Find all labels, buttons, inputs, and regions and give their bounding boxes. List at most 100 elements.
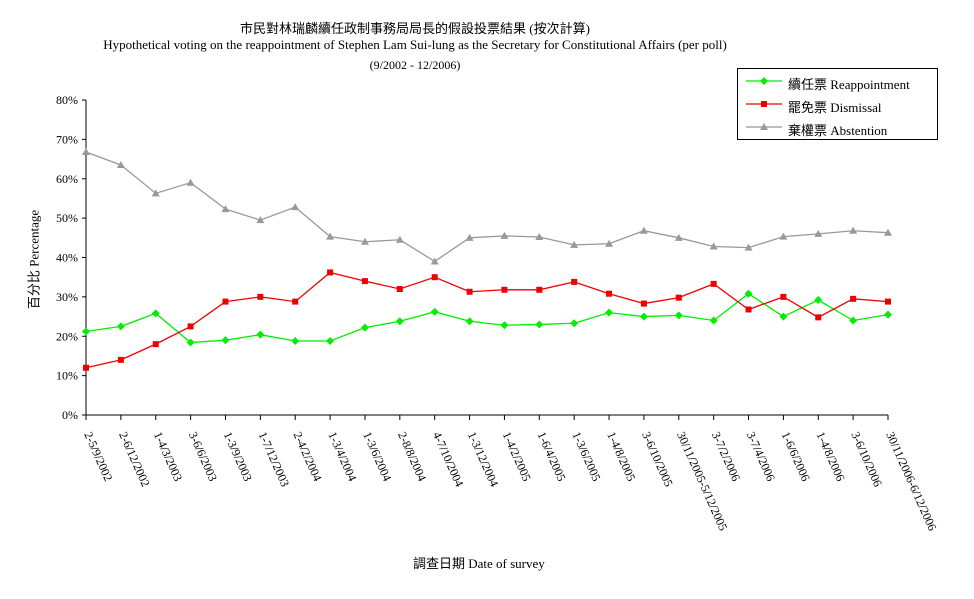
legend-item-abstention: 棄權票 Abstention — [738, 117, 937, 139]
x-tick-label: 3-6/6/2003 — [186, 430, 220, 484]
point-reappointment — [116, 322, 125, 331]
point-reappointment — [221, 336, 230, 345]
point-reappointment — [570, 319, 579, 328]
y-tick-label: 10% — [56, 369, 78, 383]
point-dismissal — [466, 288, 473, 295]
legend: 續任票 Reappointment 罷免票 Dismissal 棄權票 Abst… — [737, 68, 938, 140]
point-dismissal — [187, 323, 194, 330]
point-dismissal — [431, 274, 438, 281]
x-tick-label: 1-6/4/2005 — [535, 430, 569, 484]
point-reappointment — [465, 317, 474, 326]
point-dismissal — [536, 286, 543, 293]
point-abstention — [605, 239, 614, 247]
point-abstention — [639, 226, 648, 234]
point-dismissal — [292, 298, 299, 305]
point-abstention — [186, 178, 195, 186]
x-tick-label: 1-3/6/2004 — [360, 430, 394, 484]
point-dismissal — [571, 278, 578, 285]
point-reappointment — [82, 327, 90, 336]
point-dismissal — [361, 278, 368, 285]
point-reappointment — [605, 308, 614, 317]
x-tick-label: 1-4/3/2003 — [151, 430, 185, 484]
point-abstention — [570, 240, 579, 248]
x-tick-label: 2-6/12/2002 — [116, 430, 153, 489]
point-reappointment — [814, 296, 823, 305]
legend-item-dismissal: 罷免票 Dismissal — [738, 94, 937, 116]
point-abstention — [291, 203, 300, 211]
point-reappointment — [500, 321, 509, 330]
y-tick-label: 40% — [56, 251, 78, 265]
point-reappointment — [779, 312, 788, 321]
point-abstention — [849, 226, 858, 234]
point-reappointment — [744, 289, 753, 298]
series-line-reappointment — [85, 292, 889, 344]
point-reappointment — [535, 320, 544, 329]
point-reappointment — [360, 323, 369, 332]
x-tick-label: 1-3/6/2005 — [569, 430, 603, 484]
x-tick-label: 3-7/4/2006 — [744, 430, 778, 484]
chart-period: (9/2002 - 12/2006) — [369, 58, 461, 72]
point-dismissal — [152, 341, 159, 348]
point-dismissal — [606, 290, 613, 297]
point-dismissal — [222, 298, 229, 305]
x-axis-title: 調查日期 Date of survey — [413, 556, 545, 571]
point-abstention — [884, 228, 892, 236]
point-reappointment — [291, 336, 300, 345]
point-reappointment — [186, 338, 195, 347]
point-dismissal — [850, 295, 857, 302]
x-tick-label: 3-6/10/2005 — [639, 430, 676, 489]
legend-label-dismissal: 罷免票 Dismissal — [788, 100, 882, 115]
x-tick-label: 4-7/10/2004 — [430, 430, 467, 489]
y-tick-label: 20% — [56, 329, 78, 343]
point-abstention — [360, 237, 369, 245]
legend-marker-reappointment — [746, 77, 782, 85]
point-dismissal — [815, 314, 822, 321]
point-reappointment — [256, 330, 265, 339]
point-reappointment — [674, 311, 683, 320]
point-dismissal — [885, 298, 891, 305]
x-tick-label: 1-4/8/2006 — [814, 430, 848, 484]
x-tick-label: 3-6/10/2006 — [848, 430, 885, 489]
point-abstention — [674, 233, 683, 241]
legend-label-abstention: 棄權票 Abstention — [788, 123, 888, 138]
y-tick-label: 0% — [62, 408, 78, 422]
x-tick-label: 1-3/4/2004 — [325, 430, 359, 484]
point-dismissal — [257, 293, 264, 300]
point-abstention — [82, 147, 90, 155]
point-abstention — [256, 216, 265, 224]
point-abstention — [535, 233, 544, 241]
y-tick-label: 30% — [56, 290, 78, 304]
y-tick-label: 70% — [56, 132, 78, 146]
point-dismissal — [675, 294, 682, 301]
point-abstention — [395, 235, 404, 243]
y-tick-label: 50% — [56, 211, 78, 225]
point-abstention — [151, 189, 160, 197]
point-reappointment — [709, 316, 718, 325]
y-tick-label: 60% — [56, 172, 78, 186]
point-dismissal — [640, 300, 647, 307]
x-tick-label: 3-7/2/2006 — [709, 430, 743, 484]
point-reappointment — [430, 307, 439, 316]
x-tick-label: 1-7/12/2003 — [256, 430, 293, 489]
point-dismissal — [501, 286, 508, 293]
point-dismissal — [83, 364, 89, 371]
point-abstention — [500, 231, 509, 239]
legend-label-reappointment: 續任票 Reappointment — [788, 77, 910, 92]
x-tick-label: 2-5/9/2002 — [81, 430, 115, 484]
x-tick-label: 1-3/12/2004 — [465, 430, 502, 489]
point-abstention — [814, 229, 823, 237]
point-reappointment — [326, 336, 335, 345]
point-abstention — [744, 243, 753, 251]
point-abstention — [221, 205, 230, 213]
point-reappointment — [639, 312, 648, 321]
point-dismissal — [745, 306, 752, 313]
point-abstention — [430, 257, 439, 265]
chart-title: 市民對林瑞麟續任政制事務局局長的假設投票結果 (按次計算) — [240, 21, 590, 36]
x-tick-label: 30/11/2006-6/12/2006 — [883, 430, 939, 533]
point-abstention — [116, 160, 125, 168]
point-abstention — [465, 233, 474, 241]
x-tick-label: 1-4/2/2005 — [500, 430, 534, 484]
x-tick-label: 1-3/9/2003 — [221, 430, 255, 484]
x-tick-label: 2-4/2/2004 — [290, 430, 324, 484]
legend-marker-dismissal — [746, 101, 782, 107]
